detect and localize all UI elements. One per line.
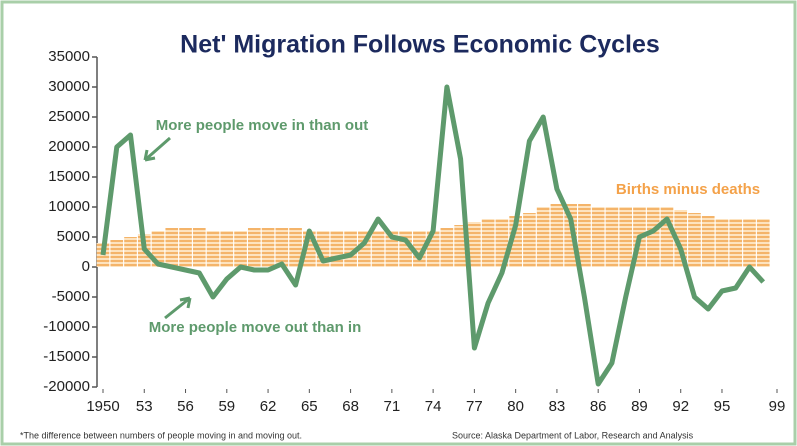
bar [220, 231, 234, 267]
x-tick-label: 1950 [86, 398, 119, 415]
y-tick-label: 0 [82, 258, 90, 275]
bar [701, 216, 715, 267]
y-tick-label: 15000 [48, 168, 90, 185]
bar [261, 228, 275, 267]
annotation: More people move in than out [156, 117, 369, 134]
bar [440, 228, 454, 267]
bar [660, 207, 674, 267]
bar [481, 219, 495, 267]
y-tick-label: -15000 [43, 348, 90, 365]
x-tick-label: 86 [590, 398, 607, 415]
bar [110, 240, 124, 267]
y-tick-label: -10000 [43, 318, 90, 335]
bar [715, 219, 729, 267]
bar [275, 228, 289, 267]
arrow [164, 296, 192, 320]
x-tick-label: 71 [384, 398, 401, 415]
x-tick-label: 95 [714, 398, 731, 415]
bar [192, 228, 206, 267]
bar [206, 231, 220, 267]
bar [578, 204, 591, 267]
y-tick-label: -20000 [43, 378, 90, 395]
y-tick-label: 35000 [48, 48, 90, 65]
bar [247, 228, 261, 267]
chart-title: Net' Migration Follows Economic Cycles [180, 31, 660, 59]
y-tick-label: 10000 [48, 198, 90, 215]
x-tick-label: 77 [466, 398, 483, 415]
bar [550, 204, 564, 267]
y-tick-label: -5000 [52, 288, 90, 305]
bar [468, 222, 481, 267]
x-tick-label: 59 [218, 398, 235, 415]
x-tick-label: 99 [769, 398, 786, 415]
x-tick-label: 74 [425, 398, 442, 415]
x-tick-label: 92 [672, 398, 689, 415]
bar [688, 213, 701, 267]
bar [165, 228, 179, 267]
bar [371, 231, 385, 267]
x-tick-label: 83 [549, 398, 566, 415]
bar [536, 207, 550, 267]
y-tick-label: 5000 [57, 228, 90, 245]
source: Source: Alaska Department of Labor, Rese… [452, 430, 694, 440]
x-tick-label: 65 [301, 398, 318, 415]
y-tick-label: 25000 [48, 108, 90, 125]
series-label: Births minus deaths [616, 181, 760, 198]
bar [523, 213, 536, 267]
y-tick-label: 30000 [48, 78, 90, 95]
bar [234, 231, 247, 267]
x-tick-label: 68 [342, 398, 359, 415]
bar [743, 219, 756, 267]
bar [756, 219, 770, 267]
bar [591, 207, 605, 267]
bar [413, 231, 426, 267]
x-tick-label: 89 [631, 398, 648, 415]
bar [289, 228, 302, 267]
bar [619, 207, 633, 267]
bar [729, 219, 743, 267]
bar [124, 237, 137, 267]
y-tick-label: 20000 [48, 138, 90, 155]
line [100, 84, 766, 387]
x-tick-label: 62 [260, 398, 277, 415]
bar [605, 207, 619, 267]
x-tick-label: 56 [177, 398, 194, 415]
arrow [143, 136, 171, 162]
bar [646, 207, 660, 267]
annotation: More people move out than in [149, 319, 362, 336]
bar [330, 231, 344, 267]
x-tick-label: 53 [136, 398, 153, 415]
bar [179, 228, 192, 267]
x-tick-label: 80 [507, 398, 524, 415]
footnote: *The difference between numbers of peopl… [20, 430, 302, 440]
